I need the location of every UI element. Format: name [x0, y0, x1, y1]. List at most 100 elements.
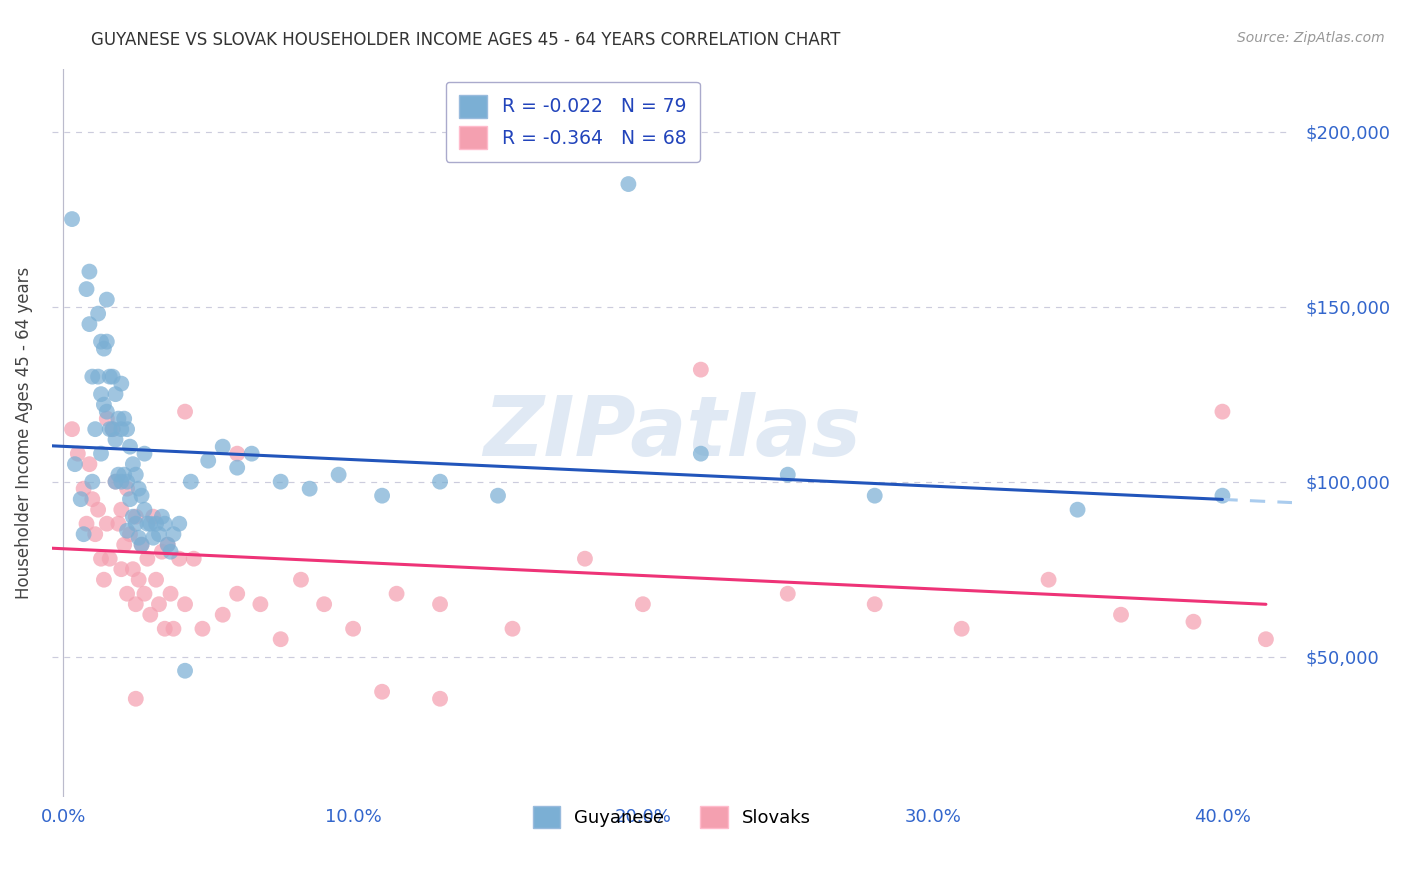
Point	[131, 489, 153, 503]
Point	[82, 475, 104, 489]
Point	[125, 516, 148, 531]
Point	[82, 492, 104, 507]
Point	[502, 622, 524, 636]
Point	[90, 551, 112, 566]
Point	[689, 447, 711, 461]
Point	[96, 334, 118, 349]
Point	[128, 531, 150, 545]
Point	[1066, 502, 1088, 516]
Point	[174, 404, 197, 418]
Point	[145, 573, 167, 587]
Point	[112, 538, 135, 552]
Point	[191, 622, 214, 636]
Point	[128, 482, 150, 496]
Point	[125, 597, 148, 611]
Point	[631, 597, 654, 611]
Point	[110, 475, 132, 489]
Point	[863, 489, 886, 503]
Point	[118, 492, 141, 507]
Text: Source: ZipAtlas.com: Source: ZipAtlas.com	[1237, 31, 1385, 45]
Point	[96, 411, 118, 425]
Point	[240, 447, 263, 461]
Point	[617, 177, 640, 191]
Point	[167, 551, 190, 566]
Point	[298, 482, 321, 496]
Point	[148, 527, 170, 541]
Point	[145, 516, 167, 531]
Point	[87, 369, 110, 384]
Point	[211, 607, 233, 622]
Point	[84, 422, 107, 436]
Point	[139, 516, 162, 531]
Point	[118, 440, 141, 454]
Point	[150, 509, 173, 524]
Point	[87, 307, 110, 321]
Point	[136, 516, 159, 531]
Point	[60, 422, 83, 436]
Point	[153, 516, 176, 531]
Point	[180, 475, 202, 489]
Point	[79, 264, 101, 278]
Point	[1254, 632, 1277, 647]
Point	[226, 460, 249, 475]
Point	[486, 489, 509, 503]
Point	[174, 597, 197, 611]
Point	[429, 475, 451, 489]
Point	[776, 587, 799, 601]
Point	[156, 538, 179, 552]
Point	[93, 342, 115, 356]
Point	[134, 587, 156, 601]
Point	[174, 664, 197, 678]
Point	[98, 369, 121, 384]
Point	[63, 457, 86, 471]
Point	[148, 597, 170, 611]
Point	[128, 573, 150, 587]
Point	[104, 475, 127, 489]
Point	[226, 447, 249, 461]
Point	[1038, 573, 1060, 587]
Point	[122, 457, 145, 471]
Point	[142, 531, 165, 545]
Point	[159, 587, 181, 601]
Point	[574, 551, 596, 566]
Legend: Guyanese, Slovaks: Guyanese, Slovaks	[526, 798, 818, 835]
Point	[90, 387, 112, 401]
Point	[107, 516, 129, 531]
Point	[72, 482, 94, 496]
Point	[107, 467, 129, 482]
Point	[134, 502, 156, 516]
Point	[211, 440, 233, 454]
Point	[107, 411, 129, 425]
Point	[134, 447, 156, 461]
Point	[162, 622, 184, 636]
Point	[60, 212, 83, 227]
Point	[131, 538, 153, 552]
Point	[125, 691, 148, 706]
Point	[385, 587, 408, 601]
Point	[79, 457, 101, 471]
Point	[104, 433, 127, 447]
Point	[115, 524, 138, 538]
Point	[90, 447, 112, 461]
Point	[371, 684, 394, 698]
Point	[104, 475, 127, 489]
Point	[110, 562, 132, 576]
Point	[270, 632, 292, 647]
Point	[125, 509, 148, 524]
Point	[689, 362, 711, 376]
Point	[115, 422, 138, 436]
Point	[112, 411, 135, 425]
Point	[226, 587, 249, 601]
Point	[131, 538, 153, 552]
Point	[429, 691, 451, 706]
Point	[96, 404, 118, 418]
Point	[87, 502, 110, 516]
Point	[110, 502, 132, 516]
Point	[429, 597, 451, 611]
Point	[162, 527, 184, 541]
Point	[249, 597, 271, 611]
Point	[112, 467, 135, 482]
Point	[136, 551, 159, 566]
Point	[90, 334, 112, 349]
Point	[101, 369, 124, 384]
